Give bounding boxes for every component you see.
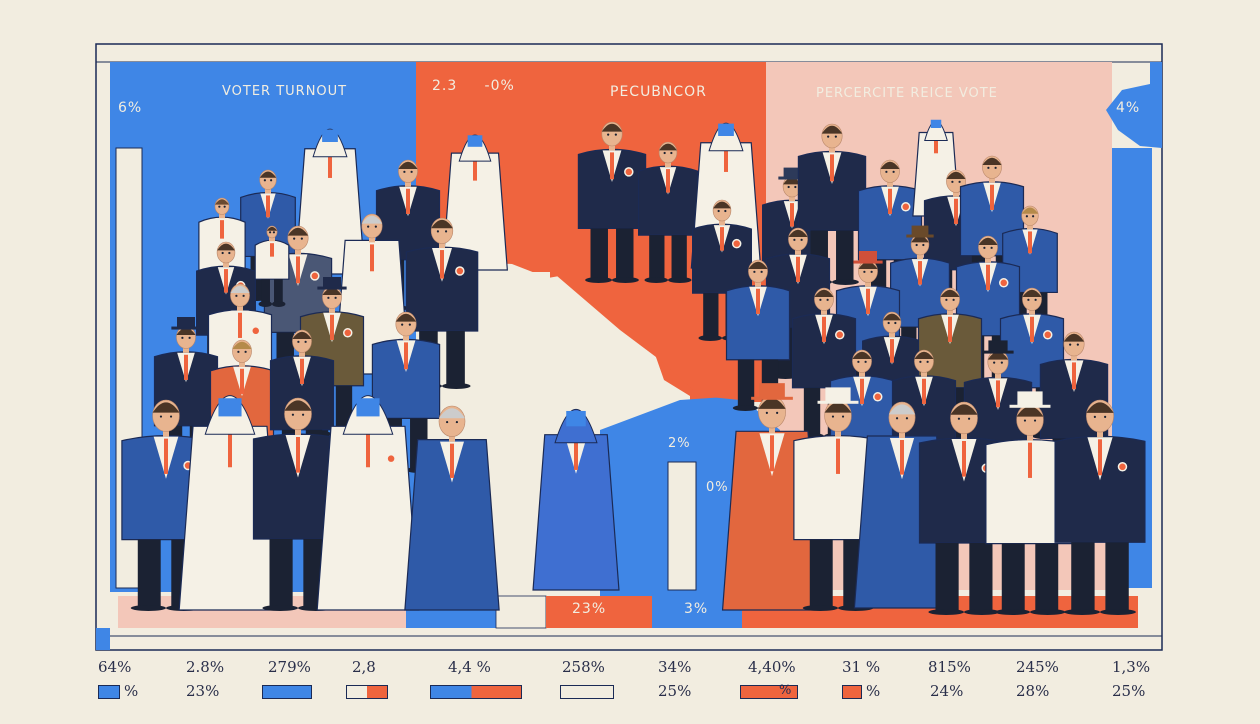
legend-top-value: 64% <box>98 658 132 676</box>
bar-short <box>698 502 728 590</box>
legend-top-value: 1,3% <box>1112 658 1151 676</box>
map-orange-region <box>550 270 740 400</box>
person-figure <box>725 259 791 411</box>
legend-top-value: 4,4 % <box>448 658 491 676</box>
bottom-left-blue <box>96 628 110 650</box>
legend-swatch-glyph: % <box>779 683 792 698</box>
legend-bottom-row: %% 23% 25%% 24% 28% 25% <box>0 682 1260 722</box>
legend-top-value: 2.8% <box>186 658 225 676</box>
crowd <box>121 119 1146 615</box>
panel-left-pct: 6% <box>118 100 143 116</box>
legend-swatch <box>346 685 388 699</box>
person-figure <box>985 391 1075 615</box>
person-figure <box>721 383 823 611</box>
panel-left-title: VOTER TURNOUT <box>222 84 348 99</box>
legend-swatch <box>842 685 862 699</box>
legend-bottom-value: 23% <box>186 682 220 700</box>
panel-right-pct: 4% <box>1116 100 1141 116</box>
legend-bottom-value: 28% <box>1016 682 1050 700</box>
bar-short-label: 0% <box>706 480 729 495</box>
legend-bottom-value: 25% <box>658 682 692 700</box>
person-figure <box>316 395 420 611</box>
bar-tall-label: 2% <box>668 436 691 451</box>
person-figure <box>404 405 500 611</box>
bottom-orange-label: 23% <box>572 601 607 617</box>
legend-top-value: 34% <box>658 658 692 676</box>
legend-top-value: 279% <box>268 658 311 676</box>
legend-top-value: 258% <box>562 658 605 676</box>
person-figure <box>532 409 620 591</box>
legend-swatch: % <box>740 683 798 699</box>
bottom-blue-label: 3% <box>684 601 709 617</box>
panel-mid-title: 2.3 -0% <box>432 78 515 94</box>
person-figure <box>442 134 508 271</box>
legend-top-value: 245% <box>1016 658 1059 676</box>
person-figure <box>1054 399 1146 615</box>
panel-orange-title: PECUBNCOR <box>610 84 707 100</box>
bottom-strip-cream <box>495 595 547 629</box>
person-figure <box>638 141 698 283</box>
legend-top-value: 815% <box>928 658 971 676</box>
person-figure <box>577 121 647 283</box>
legend-bottom-value: % <box>124 682 139 700</box>
bar-tall <box>667 461 697 591</box>
legend-swatch <box>98 685 120 699</box>
legend-top-value: 31 % <box>842 658 881 676</box>
map-right-edge <box>1106 62 1162 148</box>
person-figure <box>252 397 344 611</box>
legend-bottom-value: % <box>866 682 881 700</box>
bottom-strip-orange <box>546 596 652 628</box>
legend-swatch <box>430 685 522 699</box>
legend-bottom-value: 25% <box>1112 682 1146 700</box>
legend-swatch <box>560 685 614 699</box>
legend-top-row: 64% 2.8% 279% 2,8 4,4 % 258% 34% 4,40% 31 % 815% 2… <box>0 658 1260 698</box>
panel-right-title: PERCERCITE REICE VOTE <box>816 86 998 101</box>
legend-swatch <box>262 685 312 699</box>
map-shape <box>430 262 690 590</box>
person-figure <box>254 225 290 307</box>
person-figure <box>797 123 867 285</box>
legend-top-value: 4,40% <box>748 658 796 676</box>
legend-bottom-value: 24% <box>930 682 964 700</box>
legend-top-value: 2,8 <box>352 658 376 676</box>
